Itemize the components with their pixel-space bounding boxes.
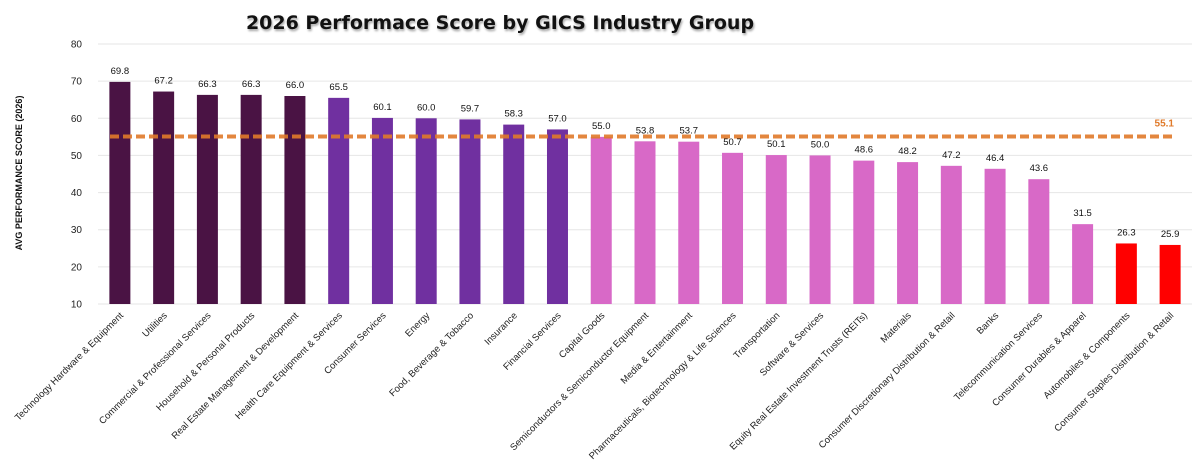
value-label: 48.2	[898, 146, 917, 157]
category-label: Energy	[403, 310, 432, 339]
y-tick-label: 60	[71, 114, 83, 125]
y-tick-label: 30	[71, 225, 83, 236]
category-label: Insurance	[483, 310, 520, 347]
bar	[459, 119, 481, 305]
bar	[809, 155, 831, 304]
bar	[1159, 244, 1181, 304]
bar	[590, 136, 612, 304]
bar	[722, 152, 744, 304]
value-label: 60.1	[373, 102, 392, 113]
y-axis-title: AVG PERFORMANCE SCORE (2026)	[14, 96, 24, 251]
bar	[328, 97, 350, 304]
category-label: Utilities	[140, 310, 170, 340]
bar	[853, 160, 875, 304]
value-label: 67.2	[154, 76, 173, 87]
bar	[503, 124, 525, 304]
value-label: 58.3	[504, 109, 523, 120]
value-label: 31.5	[1073, 208, 1092, 219]
value-label: 55.0	[592, 121, 611, 132]
value-label: 59.7	[461, 103, 480, 114]
category-label: Consumer Durables & Apparel	[990, 310, 1089, 409]
bar	[897, 162, 919, 304]
bar	[109, 81, 131, 304]
bar	[196, 94, 218, 304]
bar	[634, 141, 656, 304]
value-label: 50.7	[723, 137, 742, 148]
bar	[371, 117, 393, 305]
average-label: 55.1	[1155, 118, 1175, 129]
value-label: 50.0	[811, 139, 830, 150]
bar	[240, 94, 262, 304]
category-label: Automobiles & Components	[1041, 310, 1132, 401]
value-label: 47.2	[942, 150, 961, 161]
category-label: Telecommunication Services	[952, 310, 1045, 403]
bar	[1072, 224, 1094, 304]
bar	[765, 155, 787, 304]
bar	[153, 91, 175, 305]
value-label: 50.1	[767, 139, 786, 150]
value-label: 57.0	[548, 113, 567, 124]
category-label: Media & Entertainment	[619, 310, 695, 386]
bar	[284, 96, 306, 304]
value-label: 66.0	[286, 80, 305, 91]
value-labels: 69.8 67.2 66.3 66.3 66.0 65.5 60.1 60.0 59.7 58.3…	[111, 66, 1180, 240]
y-tick-label: 50	[71, 151, 83, 162]
value-label: 26.3	[1117, 227, 1136, 238]
value-label: 53.7	[680, 126, 699, 137]
bar	[940, 165, 962, 304]
category-labels: Technology Hardware & Equipment Utilities…	[13, 310, 1176, 462]
bar	[1028, 179, 1050, 304]
value-label: 69.8	[111, 66, 130, 77]
value-label: 25.9	[1161, 229, 1180, 240]
value-label: 53.8	[636, 125, 655, 136]
y-tick-label: 70	[71, 77, 83, 88]
category-label: Pharmaceuticals, Biotechnology & Life Sc…	[587, 310, 739, 462]
value-label: 66.3	[242, 79, 261, 90]
y-axis-ticks: 10 20 30 40 50 60 70 80	[71, 40, 83, 311]
bar	[546, 129, 568, 304]
category-label: Food, Beverage & Tobacco	[387, 310, 476, 399]
average-line-group: 55.1	[110, 118, 1175, 139]
y-tick-label: 40	[71, 188, 83, 199]
value-label: 48.6	[855, 145, 874, 156]
category-label: Banks	[975, 310, 1002, 337]
bar	[984, 168, 1006, 304]
y-tick-label: 20	[71, 262, 83, 273]
category-label: Materials	[879, 310, 914, 345]
value-label: 43.6	[1030, 163, 1049, 174]
y-tick-label: 10	[71, 300, 83, 311]
value-label: 65.5	[329, 82, 348, 93]
y-tick-label: 80	[71, 40, 83, 51]
bars	[109, 81, 1181, 305]
value-label: 46.4	[986, 153, 1005, 164]
value-label: 60.0	[417, 102, 436, 113]
value-label: 66.3	[198, 79, 217, 90]
bar	[1115, 243, 1137, 304]
bar	[415, 118, 437, 305]
chart-title: 2026 Performace Score by GICS Industry G…	[245, 12, 755, 34]
bar	[678, 141, 700, 304]
